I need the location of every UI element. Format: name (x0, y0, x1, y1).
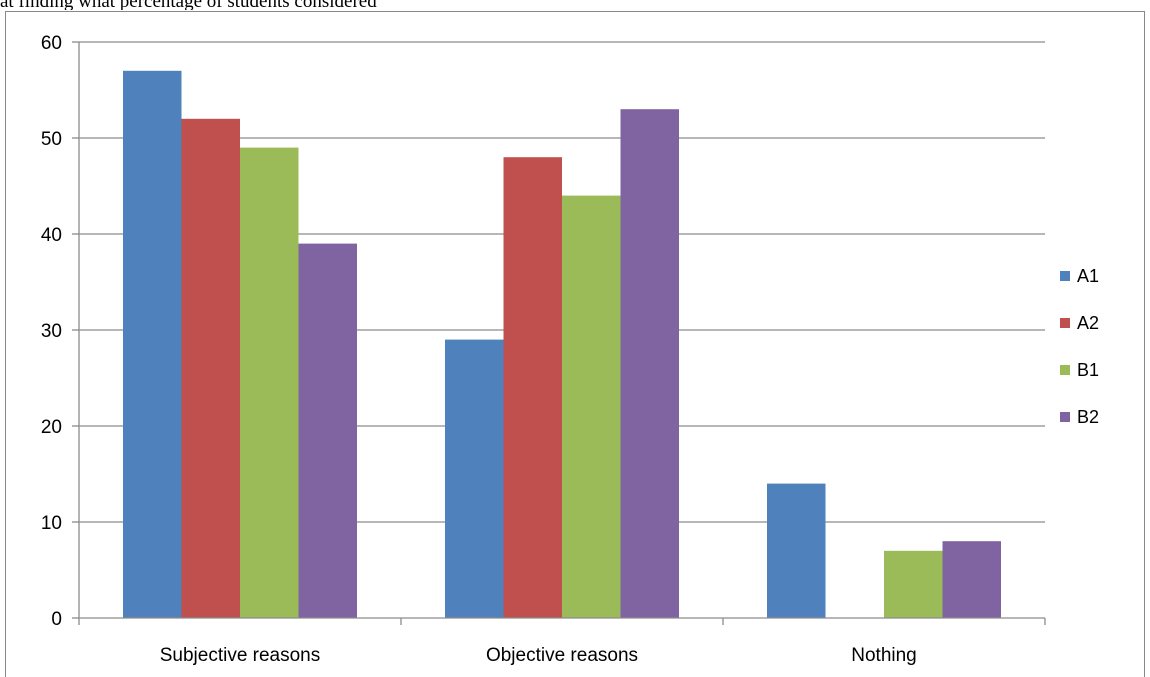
category-labels: Subjective reasons Objective reasons Nothi… (160, 645, 917, 666)
legend: A1 A2 B1 B2 (1060, 266, 1099, 427)
bar-a2-1 (181, 118, 240, 619)
y-tick-label: 30 (41, 321, 62, 342)
bar-b1-3 (884, 550, 943, 618)
bar-a1-3 (767, 483, 826, 618)
y-axis-ticks: 0 10 20 30 40 50 60 (41, 33, 79, 630)
legend-swatch-a1 (1060, 271, 1070, 281)
category-label: Objective reasons (486, 645, 638, 666)
legend-label-a2: A2 (1077, 313, 1099, 333)
bar-b2-3 (942, 541, 1001, 618)
bar-b2-1 (298, 243, 357, 618)
legend-swatch-b1 (1060, 365, 1070, 375)
legend-label-b2: B2 (1077, 407, 1099, 427)
chart-frame (5, 11, 1145, 677)
y-tick-label: 60 (41, 33, 62, 54)
bar-b1-2 (562, 195, 621, 618)
bar-b1-1 (240, 147, 299, 618)
category-label: Nothing (851, 645, 917, 666)
axes (78, 42, 1046, 625)
bar-b2-2 (620, 109, 679, 618)
y-tick-label: 40 (41, 225, 62, 246)
bar-a2-2 (503, 157, 562, 618)
y-tick-label: 10 (41, 513, 62, 534)
legend-label-b1: B1 (1077, 360, 1099, 380)
bar-a1-1 (123, 70, 182, 619)
legend-swatch-b2 (1060, 412, 1070, 422)
category-label: Subjective reasons (160, 645, 321, 666)
bars (123, 70, 1001, 619)
figure-caption-fragment: at finding what percentage of students c… (0, 0, 1150, 10)
y-tick-label: 50 (41, 129, 62, 150)
legend-swatch-a2 (1060, 318, 1070, 328)
bar-a1-2 (445, 339, 504, 618)
legend-label-a1: A1 (1077, 266, 1099, 286)
y-tick-label: 20 (41, 417, 62, 438)
y-tick-label: 0 (51, 609, 62, 630)
